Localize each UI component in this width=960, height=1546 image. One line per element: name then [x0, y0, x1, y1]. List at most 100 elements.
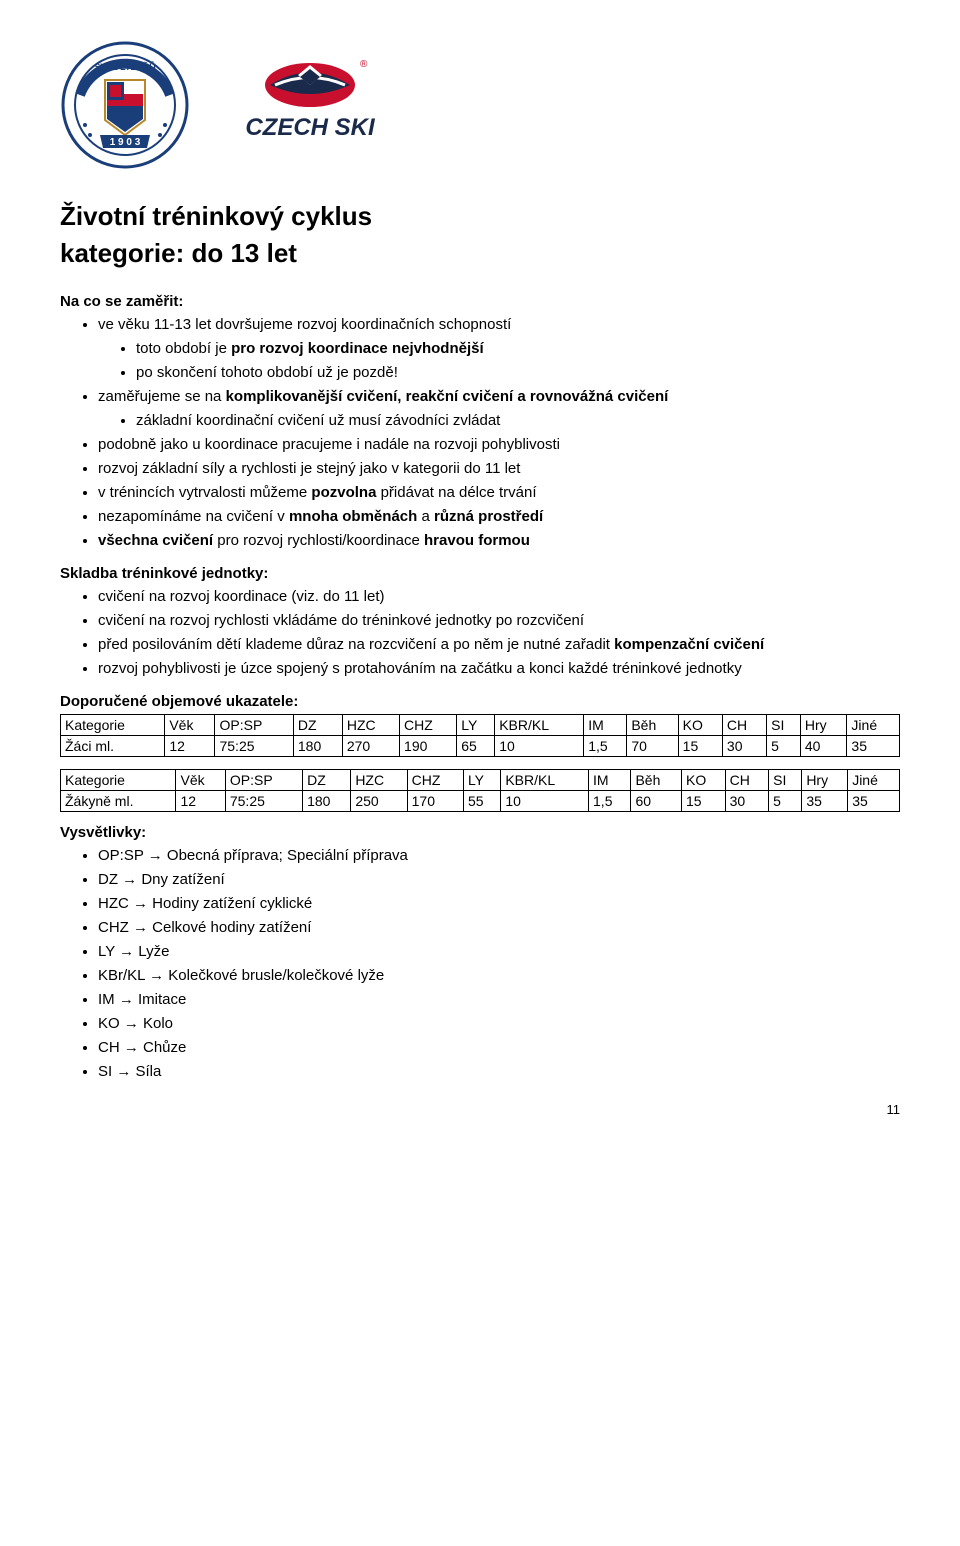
- text: kompenzační cvičení: [614, 636, 764, 653]
- vysv-list: OP:SP → Obecná příprava; Speciální přípr…: [60, 845, 900, 1082]
- td: 70: [627, 735, 678, 756]
- td: 75:25: [225, 790, 302, 811]
- table-zaci: Kategorie Věk OP:SP DZ HZC CHZ LY KBR/KL…: [60, 714, 900, 757]
- skladba-list: cvičení na rozvoj koordinace (viz. do 11…: [60, 586, 900, 679]
- td: 75:25: [215, 735, 293, 756]
- th: Jiné: [847, 714, 900, 735]
- svg-text:CZECH SKI: CZECH SKI: [245, 114, 376, 141]
- td: 12: [176, 790, 225, 811]
- svg-text:SVAZ LYŽAŘŮ: SVAZ LYŽAŘŮ: [94, 61, 156, 72]
- th: Jiné: [848, 769, 900, 790]
- logo-row: SVAZ LYŽAŘŮ 1 9 0 3 CZECH SKI ®: [60, 40, 900, 170]
- th: OP:SP: [215, 714, 293, 735]
- list-item: CH → Chůze: [98, 1037, 900, 1058]
- th: CH: [725, 769, 769, 790]
- th: IM: [589, 769, 631, 790]
- td: 55: [463, 790, 500, 811]
- list-item: v trénincích vytrvalosti můžeme pozvolna…: [98, 482, 900, 503]
- th: CH: [722, 714, 766, 735]
- text: pozvolna: [311, 484, 376, 501]
- td: Žákyně ml.: [61, 790, 176, 811]
- text: komplikovanější cvičení, reakční cvičení…: [226, 388, 669, 405]
- list-item: SI → Síla: [98, 1061, 900, 1082]
- text: všechna cvičení: [98, 532, 213, 549]
- text: přidávat na délce trvání: [376, 484, 536, 501]
- th: Hry: [800, 714, 847, 735]
- list-item: rozvoj základní síly a rychlosti je stej…: [98, 458, 900, 479]
- td: 170: [407, 790, 463, 811]
- th: OP:SP: [225, 769, 302, 790]
- th: Věk: [165, 714, 215, 735]
- list-item: podobně jako u koordinace pracujeme i na…: [98, 434, 900, 455]
- list-item: KO → Kolo: [98, 1013, 900, 1034]
- th: CHZ: [400, 714, 457, 735]
- td: 1,5: [584, 735, 627, 756]
- th: DZ: [293, 714, 342, 735]
- list-item: základní koordinační cvičení už musí záv…: [136, 410, 900, 431]
- svg-text:1 9 0 3: 1 9 0 3: [110, 137, 141, 148]
- federation-crest-logo: SVAZ LYŽAŘŮ 1 9 0 3: [60, 40, 190, 170]
- td: 180: [303, 790, 351, 811]
- td: 270: [342, 735, 399, 756]
- td: 35: [848, 790, 900, 811]
- td: 40: [800, 735, 847, 756]
- intro-list: ve věku 11-13 let dovršujeme rozvoj koor…: [60, 314, 900, 551]
- table-header-row: Kategorie Věk OP:SP DZ HZC CHZ LY KBR/KL…: [61, 714, 900, 735]
- td: 30: [722, 735, 766, 756]
- th: LY: [457, 714, 495, 735]
- table-row: Žáci ml. 12 75:25 180 270 190 65 10 1,5 …: [61, 735, 900, 756]
- td: Žáci ml.: [61, 735, 165, 756]
- td: 10: [495, 735, 584, 756]
- list-item: před posilováním dětí klademe důraz na r…: [98, 634, 900, 655]
- table-zakyne: Kategorie Věk OP:SP DZ HZC CHZ LY KBR/KL…: [60, 769, 900, 812]
- list-item: KBr/KL → Kolečkové brusle/kolečkové lyže: [98, 965, 900, 986]
- td: 1,5: [589, 790, 631, 811]
- td: 250: [351, 790, 407, 811]
- th: SI: [767, 714, 801, 735]
- td: 180: [293, 735, 342, 756]
- th: SI: [769, 769, 802, 790]
- text: pro rozvoj rychlosti/koordinace: [213, 532, 424, 549]
- vysv-label: Vysvětlivky:: [60, 824, 900, 841]
- th: KO: [682, 769, 726, 790]
- list-item: toto období je pro rozvoj koordinace nej…: [136, 338, 900, 359]
- table-header-row: Kategorie Věk OP:SP DZ HZC CHZ LY KBR/KL…: [61, 769, 900, 790]
- td: 15: [682, 790, 726, 811]
- list-item: OP:SP → Obecná příprava; Speciální přípr…: [98, 845, 900, 866]
- list-item: zaměřujeme se na komplikovanější cvičení…: [98, 386, 900, 431]
- text: ve věku 11-13 let dovršujeme rozvoj koor…: [98, 316, 511, 333]
- td: 30: [725, 790, 769, 811]
- page-number: 11: [60, 1102, 900, 1117]
- th: Kategorie: [61, 714, 165, 735]
- td: 65: [457, 735, 495, 756]
- list-item: ve věku 11-13 let dovršujeme rozvoj koor…: [98, 314, 900, 383]
- list-item: po skončení tohoto období už je pozdě!: [136, 362, 900, 383]
- td: 35: [802, 790, 848, 811]
- th: Běh: [627, 714, 678, 735]
- th: Běh: [631, 769, 682, 790]
- td: 12: [165, 735, 215, 756]
- list-item: rozvoj pohyblivosti je úzce spojený s pr…: [98, 658, 900, 679]
- th: KBR/KL: [495, 714, 584, 735]
- text: pro rozvoj koordinace nejvhodnější: [231, 340, 484, 357]
- th: IM: [584, 714, 627, 735]
- th: Věk: [176, 769, 225, 790]
- text: před posilováním dětí klademe důraz na r…: [98, 636, 614, 653]
- intro-label: Na co se zaměřit:: [60, 293, 900, 310]
- text: v trénincích vytrvalosti můžeme: [98, 484, 311, 501]
- th: HZC: [342, 714, 399, 735]
- td: 10: [501, 790, 589, 811]
- text: zaměřujeme se na: [98, 388, 226, 405]
- table-row: Žákyně ml. 12 75:25 180 250 170 55 10 1,…: [61, 790, 900, 811]
- td: 15: [678, 735, 722, 756]
- th: DZ: [303, 769, 351, 790]
- td: 5: [767, 735, 801, 756]
- th: Hry: [802, 769, 848, 790]
- list-item: HZC → Hodiny zatížení cyklické: [98, 893, 900, 914]
- text: mnoha obměnách: [289, 508, 417, 525]
- td: 60: [631, 790, 682, 811]
- td: 190: [400, 735, 457, 756]
- list-item: cvičení na rozvoj rychlosti vkládáme do …: [98, 610, 900, 631]
- text: různá prostředí: [434, 508, 543, 525]
- title-line2: kategorie: do 13 let: [60, 238, 900, 269]
